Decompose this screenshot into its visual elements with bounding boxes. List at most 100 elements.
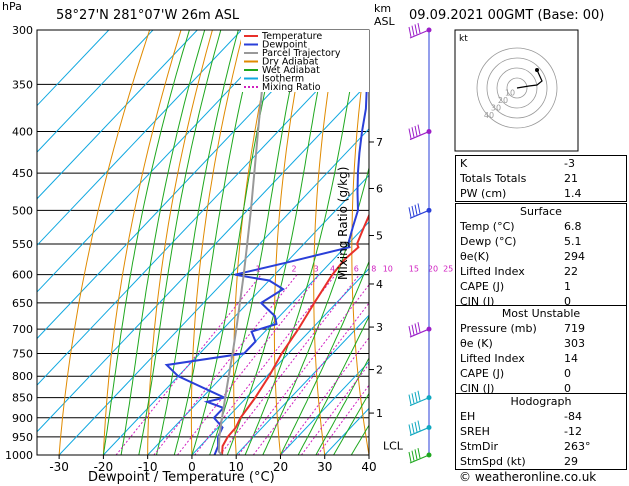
pressure-tick-label: 350 xyxy=(12,78,33,91)
index-row: K -3 xyxy=(456,156,626,171)
surface-value: 0 xyxy=(564,295,571,308)
wind-barb-feather xyxy=(414,24,418,35)
most-unstable-label: Pressure (mb) xyxy=(460,322,537,335)
isotherm-line xyxy=(37,30,154,153)
most-unstable-value: 14 xyxy=(564,352,578,365)
most-unstable-row: CAPE (J) 0 xyxy=(456,366,626,381)
hodograph-ring xyxy=(476,47,558,129)
index-row: PW (cm) 1.4 xyxy=(456,186,626,201)
most-unstable-value: 0 xyxy=(564,382,571,395)
most-unstable-label: CAPE (J) xyxy=(460,367,505,380)
wind-barb-feather xyxy=(411,25,415,36)
isotherm-line xyxy=(103,174,369,455)
pressure-tick-label: 550 xyxy=(12,238,33,251)
isotherm-line xyxy=(37,30,287,293)
wind-barb-feather xyxy=(408,394,412,405)
hpa-label: hPa xyxy=(2,0,22,13)
wind-barb xyxy=(409,426,430,437)
wind-barb-dot xyxy=(426,424,432,430)
wind-barb-feather xyxy=(411,127,415,138)
wind-barb-feather xyxy=(411,324,415,335)
hodograph-ring-label: 20 xyxy=(498,96,508,105)
hodograph-value: -84 xyxy=(564,410,582,423)
hodograph-ring xyxy=(486,57,548,119)
index-label: PW (cm) xyxy=(460,187,507,200)
surface-value: 1 xyxy=(564,280,571,293)
wet-adiabat-line xyxy=(244,30,362,455)
wet-adiabat-line xyxy=(262,165,369,455)
wind-barb-feather xyxy=(408,128,412,139)
hodograph-row: StmDir 263° xyxy=(456,439,626,454)
pressure-tick-label: 750 xyxy=(12,347,33,360)
most-unstable-value: 719 xyxy=(564,322,585,335)
wet-adiabat-line xyxy=(120,30,206,455)
hodograph-label: StmSpd (kt) xyxy=(460,455,526,468)
mixing-ratio-line xyxy=(219,274,360,455)
wet-adiabat-line xyxy=(333,392,369,455)
hodograph-label: EH xyxy=(460,410,476,423)
surface-label: Temp (°C) xyxy=(460,220,515,233)
wind-barb xyxy=(409,29,430,39)
index-label: Totals Totals xyxy=(460,172,527,185)
pressure-tick-label: 500 xyxy=(12,204,33,217)
x-tick-label: -10 xyxy=(138,460,158,474)
wet-adiabat-line xyxy=(102,30,190,455)
hodograph-ring xyxy=(496,67,538,109)
x-tick-label: 0 xyxy=(188,460,196,474)
mixing-ratio-label: 15 xyxy=(409,265,419,274)
x-tick-label: -30 xyxy=(49,460,69,474)
pressure-tick-label: 450 xyxy=(12,167,33,180)
km-tick-label: 3 xyxy=(376,321,383,334)
wind-barb-feather xyxy=(411,205,415,217)
legend-label: Parcel Trajectory xyxy=(262,48,341,59)
dry-adiabat-line xyxy=(351,30,369,455)
hodograph-value: 263° xyxy=(564,440,591,453)
hodograph-table: Hodograph EH -84 SREH -12 StmDir 263° StmSpd (… xyxy=(455,393,627,470)
hodograph-ring-label: 10 xyxy=(505,89,515,98)
surface-row: Lifted Index 22 xyxy=(456,264,626,279)
most-unstable-row: CIN (J) 0 xyxy=(456,381,626,396)
copyright: © weatheronline.co.uk xyxy=(459,470,597,484)
x-tick-label: 10 xyxy=(229,460,244,474)
dry-adiabat-line xyxy=(102,30,182,455)
x-tick-label: 40 xyxy=(361,460,376,474)
isotherm-line xyxy=(37,30,110,107)
x-tick-label: -20 xyxy=(94,460,114,474)
pressure-tick-label: 700 xyxy=(12,323,33,336)
surface-label: θe(K) xyxy=(460,250,490,263)
mixing-ratio-label: 2 xyxy=(291,265,296,274)
wind-barb-feather xyxy=(417,23,421,34)
wind-barb-feather xyxy=(411,423,415,434)
pressure-tick-label: 900 xyxy=(12,412,33,425)
wind-barb-feather xyxy=(414,204,418,215)
datetime-title: 09.09.2021 00GMT (Base: 00) xyxy=(409,8,605,23)
wet-adiabat-line xyxy=(297,315,369,455)
asl-label: ASL xyxy=(374,15,395,28)
index-value: -3 xyxy=(564,157,575,170)
isotherm-line xyxy=(37,81,369,433)
wet-adiabat-line xyxy=(226,30,330,455)
surface-row: CAPE (J) 1 xyxy=(456,279,626,294)
hodograph-row: SREH -12 xyxy=(456,424,626,439)
x-axis-label: Dewpoint / Temperature (°C) xyxy=(88,470,275,485)
hodograph-ring xyxy=(506,77,528,99)
hodograph-trace xyxy=(516,69,543,89)
pressure-tick-label: 600 xyxy=(12,269,33,282)
mixing-ratio-line xyxy=(153,274,298,455)
mixing-ratio-line xyxy=(238,284,369,455)
mixing-ratio-axis-label: Mixing Ratio (g/kg) xyxy=(336,166,350,280)
legend-label: Temperature xyxy=(261,31,322,42)
index-value: 1.4 xyxy=(564,187,582,200)
legend-label: Wet Adiabat xyxy=(262,65,320,76)
wet-adiabat-line xyxy=(191,30,279,455)
wind-barb-feather xyxy=(408,26,412,38)
surface-table: Surface Temp (°C) 6.8 Dewp (°C) 5.1 θe(K) 294… xyxy=(455,203,627,310)
wind-barb-dot xyxy=(426,326,432,332)
pressure-tick-label: 850 xyxy=(12,392,33,405)
surface-label: Lifted Index xyxy=(460,265,525,278)
wet-adiabat-line xyxy=(173,30,258,455)
wet-adiabat-line xyxy=(156,30,239,455)
mixing-ratio-label: 6 xyxy=(354,265,359,274)
surface-value: 6.8 xyxy=(564,220,582,233)
most-unstable-label: Lifted Index xyxy=(460,352,525,365)
